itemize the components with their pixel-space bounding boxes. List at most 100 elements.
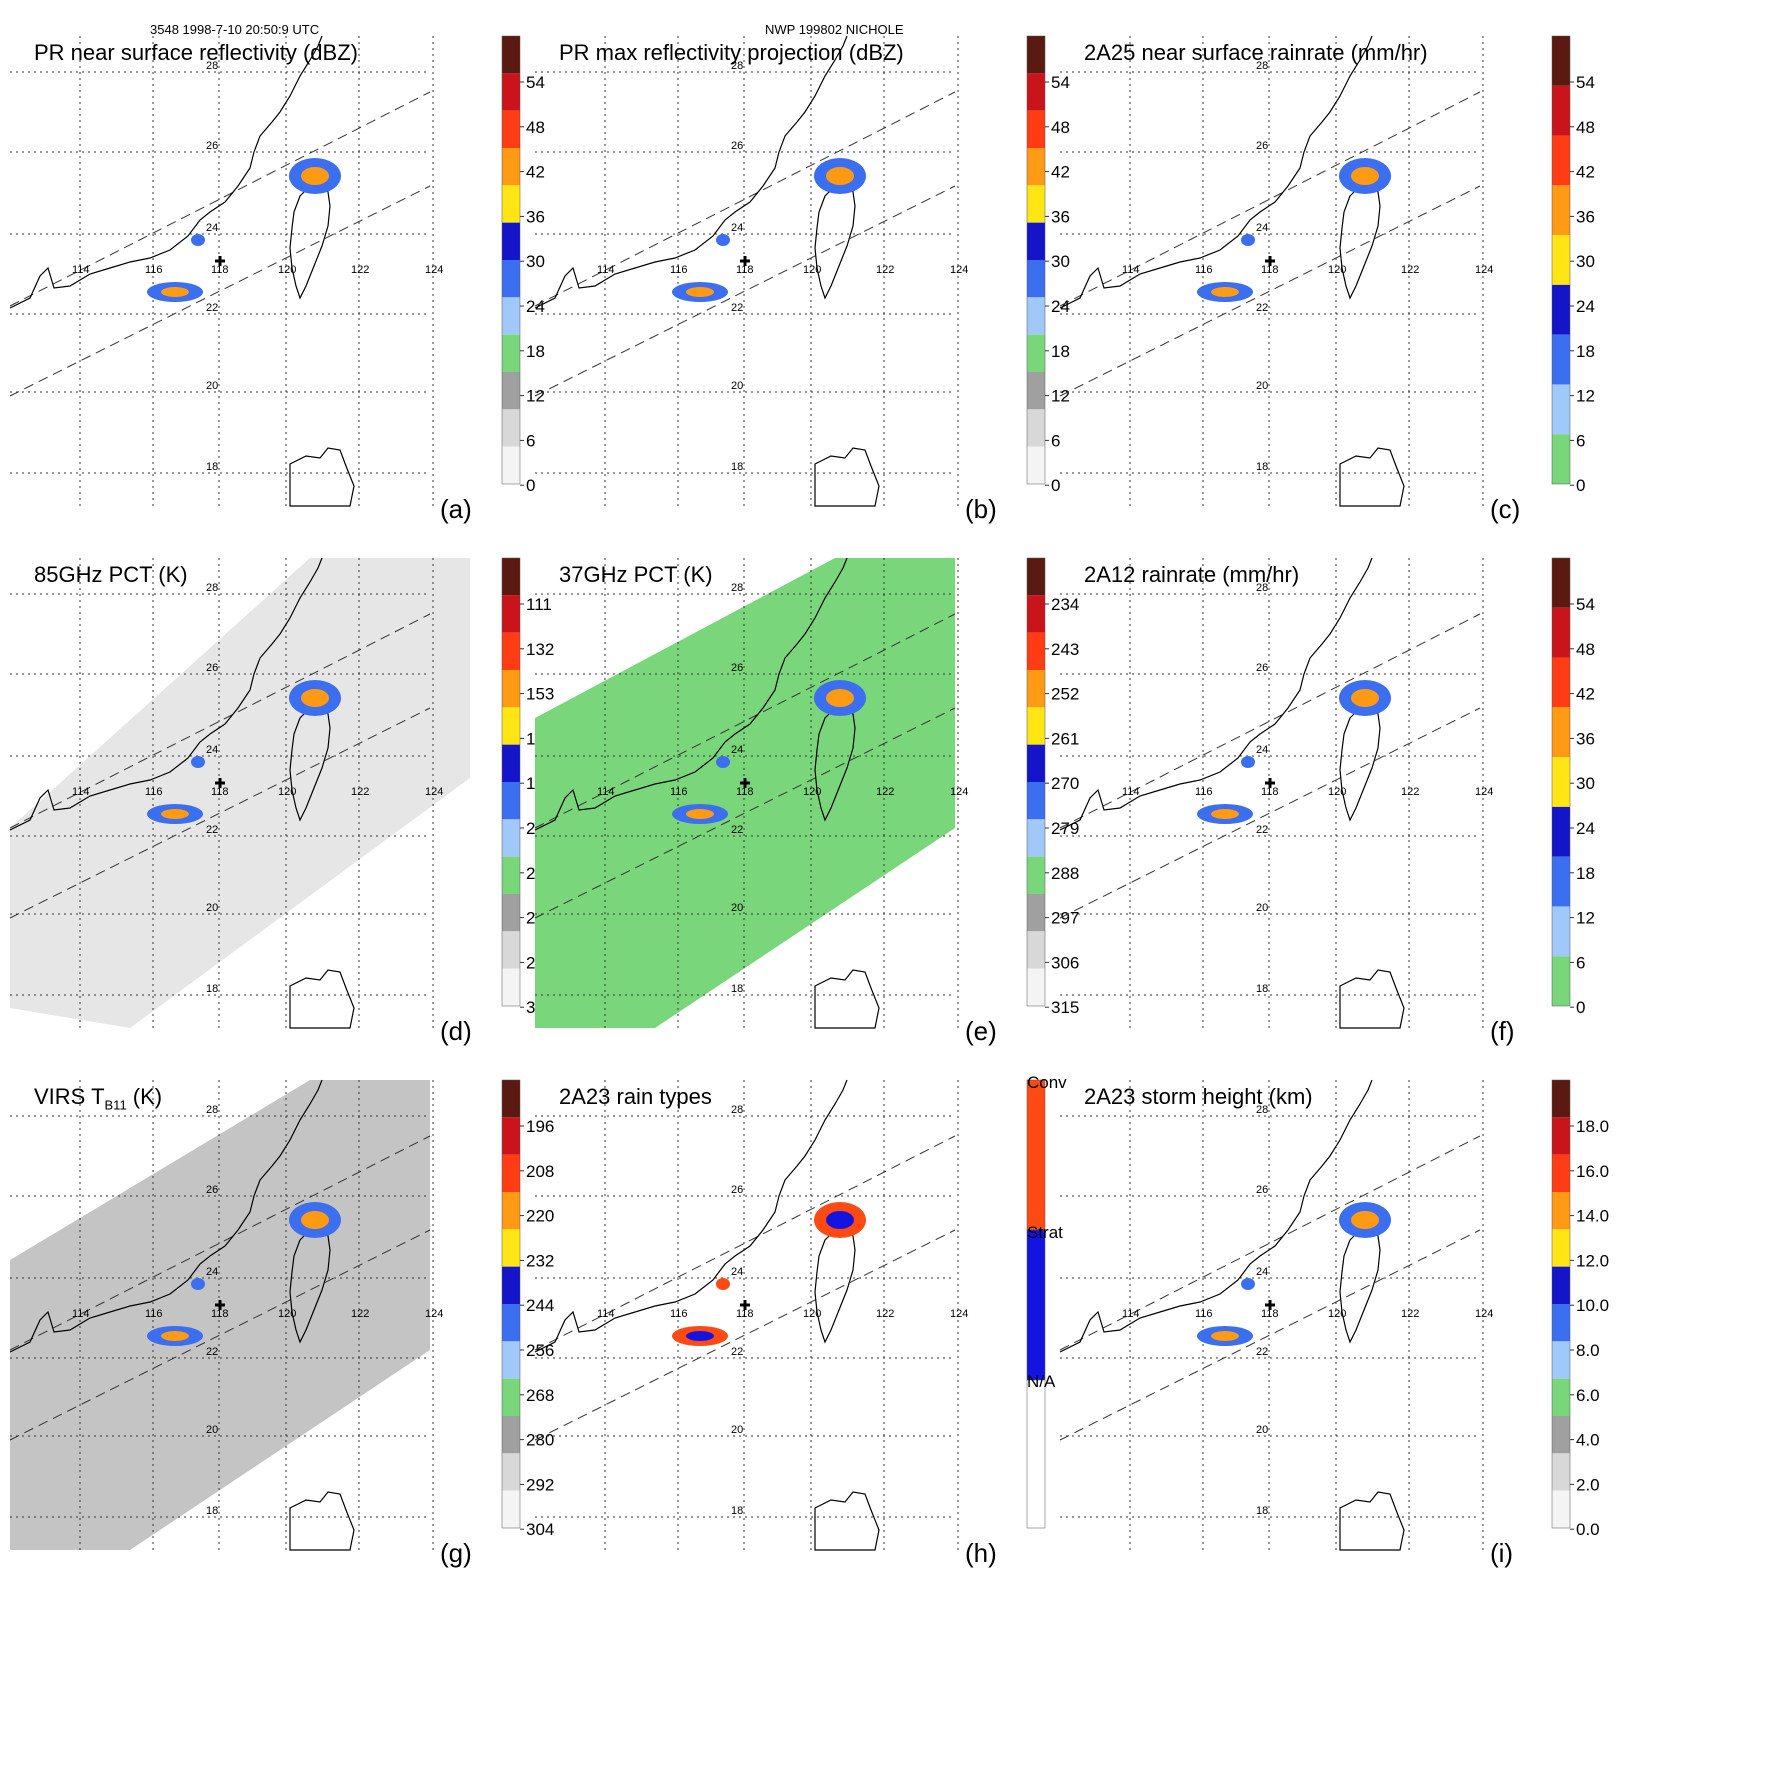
colorbar-segment xyxy=(502,110,520,148)
colorbar-tick-label: 297 xyxy=(1051,909,1079,928)
lon-tick-label: 118 xyxy=(211,1308,229,1320)
panel-e: 114 116 118 120 122 124 28 26 24 22 20 18 37GHz PCT… xyxy=(534,557,1079,1078)
colorbar-segment xyxy=(502,1341,520,1379)
colorbar-tick-label: 208 xyxy=(526,1162,554,1181)
colorbar-tick-label: 6.0 xyxy=(1576,1386,1600,1405)
taiwan-outline xyxy=(1339,183,1381,300)
colorbar: 54 48 42 36 30 24 18 12 6 0 xyxy=(1025,35,1095,556)
lon-tick-label: 114 xyxy=(1122,264,1140,276)
lon-tick-label: 122 xyxy=(351,264,369,276)
lat-tick-label: 24 xyxy=(1256,222,1268,234)
colorbar-segment xyxy=(502,1117,520,1155)
panel-title: 2A25 near surface rainrate (mm/hr) xyxy=(1084,40,1428,65)
colorbar-segment xyxy=(1027,632,1045,670)
colorbar-tick-label: 42 xyxy=(1576,163,1595,182)
colorbar-tick-label: 12.0 xyxy=(1576,1251,1609,1270)
lat-tick-label: 24 xyxy=(206,744,218,756)
colorbar-tick-label: 18 xyxy=(1576,342,1595,361)
colorbar-segment xyxy=(1552,657,1570,708)
precip-cell xyxy=(1241,234,1255,246)
colorbar-tick-label: 54 xyxy=(1576,73,1595,92)
swath-background xyxy=(10,558,470,1028)
colorbar-segment xyxy=(1552,558,1570,608)
colorbar-segment xyxy=(1552,806,1570,857)
panel-b: 114 116 118 120 122 124 28 26 24 22 20 18 PR max re… xyxy=(534,35,1070,556)
swath-edge xyxy=(1059,1135,1481,1351)
colorbar-tick-label: 18 xyxy=(1576,864,1595,883)
colorbar-tick-label: Conv xyxy=(1027,1073,1067,1092)
luzon-outline xyxy=(289,447,355,507)
storm-center-marker xyxy=(1265,1300,1275,1310)
colorbar-tick-label: 6 xyxy=(1576,953,1585,972)
lon-tick-label: 124 xyxy=(1475,264,1493,276)
colorbar-segment xyxy=(1027,856,1045,894)
colorbar-segment xyxy=(1552,235,1570,285)
swath-edge xyxy=(1059,1229,1481,1441)
colorbar-segment xyxy=(1552,757,1570,807)
colorbar-segment xyxy=(1027,558,1045,596)
lon-tick-label: 122 xyxy=(876,1308,894,1320)
colorbar-segment xyxy=(1552,1080,1570,1118)
colorbar-segment xyxy=(1552,1453,1570,1491)
precip-core xyxy=(301,689,329,707)
swath-edge xyxy=(1059,185,1481,397)
precip-cell xyxy=(191,234,205,246)
panel-f: 114 116 118 120 122 124 28 26 24 22 20 18 2A12 rain… xyxy=(1059,557,1595,1078)
swath-edge xyxy=(1059,707,1481,919)
storm-center-marker xyxy=(740,256,750,266)
lon-tick-label: 114 xyxy=(72,1308,90,1320)
precip-cell xyxy=(1241,756,1255,768)
lat-tick-label: 26 xyxy=(206,1184,218,1196)
colorbar-tick-label: 10.0 xyxy=(1576,1296,1609,1315)
colorbar-segment xyxy=(502,372,520,410)
swath-edge xyxy=(534,1229,956,1441)
colorbar-frame xyxy=(501,1079,521,1529)
swath-edge xyxy=(1059,91,1481,307)
colorbar-tick-label: 6 xyxy=(1051,431,1060,450)
panel-label: (b) xyxy=(965,494,997,524)
colorbar-tick-label: 30 xyxy=(1051,252,1070,271)
lat-tick-label: 28 xyxy=(731,1104,743,1116)
coastline xyxy=(9,1079,323,1353)
lat-tick-label: 20 xyxy=(1256,1424,1268,1436)
swath-edge xyxy=(534,1135,956,1351)
panel-label: (c) xyxy=(1490,494,1521,524)
colorbar-segment xyxy=(502,1378,520,1416)
colorbar-segment xyxy=(1552,1192,1570,1230)
colorbar-tick-label: 232 xyxy=(526,1251,554,1270)
colorbar-tick-label: 0 xyxy=(1051,476,1060,495)
colorbar-segment xyxy=(1027,185,1045,223)
colorbar-tick-label: 48 xyxy=(526,118,545,137)
lon-tick-label: 122 xyxy=(876,786,894,798)
lat-tick-label: 26 xyxy=(206,662,218,674)
panel-label: (e) xyxy=(965,1016,997,1046)
colorbar-segment xyxy=(1027,968,1045,1006)
taiwan-outline xyxy=(1339,1227,1381,1344)
lon-tick-label: 122 xyxy=(1401,1308,1419,1320)
colorbar-segment xyxy=(502,856,520,894)
colorbar-segment xyxy=(1027,148,1045,186)
colorbar-segment xyxy=(502,73,520,111)
colorbar-tick-label: 270 xyxy=(1051,774,1079,793)
colorbar-tick-label: 6 xyxy=(1576,431,1585,450)
map-plot: 114 116 118 120 122 124 28 26 24 22 20 18 xyxy=(1059,1079,1493,1551)
lat-tick-label: 18 xyxy=(1256,983,1268,995)
lon-tick-label: 116 xyxy=(1195,1308,1213,1320)
colorbar-tick-label: 304 xyxy=(526,1520,554,1539)
colorbar: 54 48 42 36 30 24 18 12 6 0 xyxy=(1550,557,1620,1078)
colorbar: 234 243 252 261 270 279 288 297 306 315 xyxy=(1025,557,1095,1078)
colorbar-segment xyxy=(502,670,520,708)
swath-edge xyxy=(534,91,956,307)
colorbar-tick-label: 0 xyxy=(1576,476,1585,495)
colorbar-tick-label: 48 xyxy=(1051,118,1070,137)
colorbar-segment xyxy=(502,782,520,820)
colorbar-segment xyxy=(1552,906,1570,957)
lat-tick-label: 26 xyxy=(206,140,218,152)
coastline xyxy=(534,557,848,831)
panel-title: 37GHz PCT (K) xyxy=(559,562,713,587)
panel-title-main: VIRS T xyxy=(34,1084,105,1109)
lat-tick-label: 22 xyxy=(206,1346,218,1358)
taiwan-outline xyxy=(1339,705,1381,822)
precip-cell xyxy=(716,234,730,246)
colorbar-segment xyxy=(502,1453,520,1491)
